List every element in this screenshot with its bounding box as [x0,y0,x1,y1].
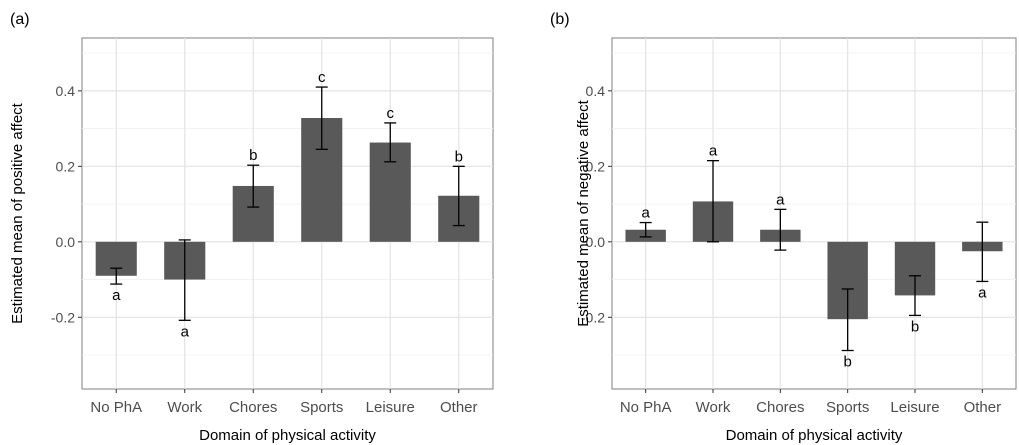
x-tick-label: No PhA [90,399,142,416]
y-tick-label: 0.4 [586,83,606,99]
significance-label: a [776,191,785,208]
x-tick-label: Leisure [890,399,939,416]
x-axis-label: Domain of physical activity [726,427,903,444]
significance-label: c [318,69,326,86]
y-tick-label: -0.2 [581,309,605,325]
significance-label: a [181,323,190,340]
panel-label: (a) [10,11,30,28]
significance-label: b [911,318,919,335]
panel-a: a a b c c b -0.2 0.0 0.2 0.4 No PhA Work Chores Sport… [9,11,494,444]
panel-b: a a a b b a -0.2 0.0 0.2 0.4 No PhA Work Chores Sport… [550,11,1017,444]
panel-label: (b) [550,11,570,28]
x-tick-label: Leisure [366,399,415,416]
x-tick-label: Other [440,399,478,416]
y-tick-label: 0.0 [586,234,606,250]
y-tick-label: 0.2 [56,158,76,174]
significance-label: a [709,143,718,160]
x-tick-label: Sports [300,399,343,416]
y-tick-label: -0.2 [51,309,75,325]
significance-label: b [455,148,463,165]
significance-label: a [641,205,650,222]
x-tick-label: Sports [826,399,869,416]
significance-label: a [978,284,987,301]
x-tick-label: Chores [756,399,804,416]
x-tick-label: Chores [229,399,277,416]
significance-label: a [112,287,121,304]
x-tick-label: Other [964,399,1002,416]
x-tick-label: Work [167,399,202,416]
plot-frame [81,37,494,390]
significance-label: b [843,354,851,371]
y-tick-label: 0.4 [56,83,76,99]
y-axis-label: Estimated mean of negative affect [575,99,592,326]
significance-label: b [249,147,257,164]
plot-frame [611,37,1017,390]
y-tick-label: 0.2 [586,158,606,174]
y-tick-label: 0.0 [56,234,76,250]
x-tick-label: Work [696,399,731,416]
x-axis-label: Domain of physical activity [199,427,376,444]
x-tick-label: No PhA [620,399,672,416]
y-axis-label: Estimated mean of positive affect [9,102,26,324]
significance-label: c [387,105,395,122]
